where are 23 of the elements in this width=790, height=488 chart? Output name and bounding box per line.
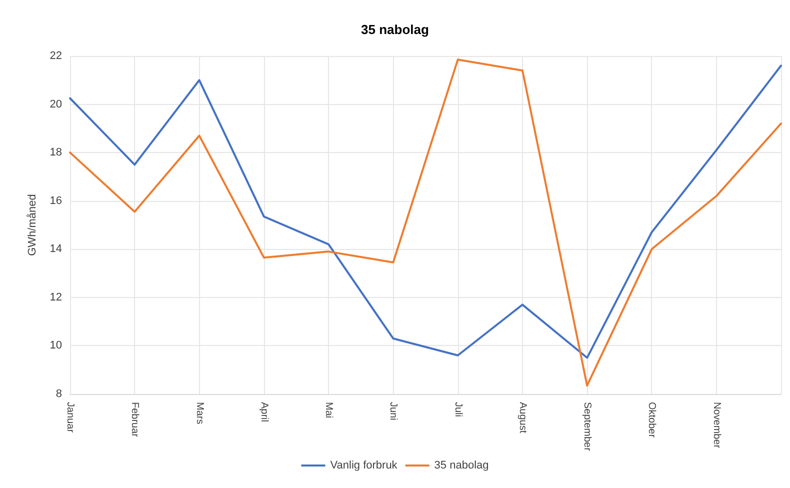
x-tick-label: Januar	[64, 402, 76, 434]
x-tick-label: Juni	[388, 402, 399, 420]
y-tick-label: 18	[50, 146, 62, 159]
y-tick-label: 10	[50, 340, 62, 352]
x-tick-label: Mars	[194, 402, 205, 424]
y-tick-label: 20	[50, 98, 62, 110]
x-tick-label: Februar	[129, 402, 140, 438]
y-tick-label: 22	[50, 50, 62, 62]
chart-title: 35 nabolag	[361, 22, 430, 37]
y-tick-label: 8	[56, 388, 62, 400]
x-tick-label: August	[516, 402, 528, 434]
x-tick-label: Oktober	[646, 402, 658, 438]
y-tick-label: 16	[50, 194, 62, 207]
y-tick-label: 14	[50, 243, 62, 256]
x-tick-label: Juli	[452, 402, 464, 418]
y-tick-label: 12	[50, 291, 62, 304]
legend-label: Vanlig forbruk	[330, 460, 398, 472]
x-tick-label: November	[710, 402, 722, 449]
legend-label: 35 nabolag	[434, 460, 489, 472]
x-tick-label: April	[258, 402, 270, 422]
x-tick-label: Mai	[323, 402, 334, 418]
y-axis-title: GWh/måned	[26, 194, 38, 256]
x-tick-label: September	[582, 402, 593, 452]
